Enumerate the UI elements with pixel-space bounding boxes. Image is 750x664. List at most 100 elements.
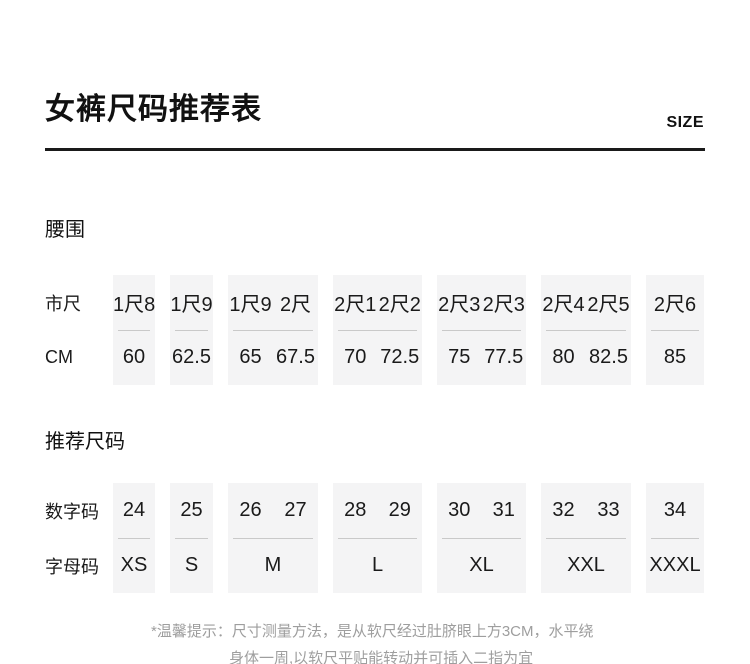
- waist-cm-value: 82.5: [589, 346, 628, 369]
- waist-shichi-row: 2尺4 2尺5: [541, 275, 631, 330]
- box-divider: [118, 329, 150, 331]
- size-col-1: 24 XS: [113, 483, 155, 593]
- waist-shichi-row: 1尺9: [170, 275, 213, 330]
- row-label-shichi: 市尺: [45, 293, 81, 314]
- box-divider: [546, 329, 626, 331]
- size-letter-row: XL: [437, 539, 526, 594]
- size-col-4: 28 29 L: [333, 483, 422, 593]
- waist-shichi-value: 1尺9: [229, 293, 272, 316]
- waist-shichi-row: 2尺3 2尺3: [437, 275, 526, 330]
- size-col-7: 34 XXXL: [646, 483, 704, 593]
- size-numeric-row: 24: [113, 483, 155, 538]
- box-divider: [651, 329, 699, 331]
- waist-shichi-value: 2尺: [279, 293, 312, 316]
- box-divider: [175, 329, 208, 331]
- waist-shichi-row: 2尺1 2尺2: [333, 275, 422, 330]
- size-label: SIZE: [666, 114, 704, 131]
- waist-shichi-value: 1尺9: [170, 293, 213, 316]
- waist-row-labels: 市尺 CM: [45, 275, 113, 385]
- waist-col-5: 2尺3 2尺3 75 77.5: [437, 275, 526, 385]
- recommend-section-label: 推荐尺码: [45, 431, 125, 453]
- waist-cm-row: 60: [113, 331, 155, 386]
- waist-cm-value: 72.5: [380, 346, 420, 369]
- recommend-row-labels: 数字码 字母码: [45, 483, 113, 593]
- waist-cm-value: 70: [344, 346, 367, 369]
- waist-shichi-value: 2尺6: [653, 293, 697, 316]
- waist-col-4: 2尺1 2尺2 70 72.5: [333, 275, 422, 385]
- box-divider: [175, 537, 208, 539]
- waist-cm-row: 85: [646, 331, 704, 386]
- box-divider: [233, 537, 313, 539]
- waist-cm-row: 70 72.5: [333, 331, 422, 386]
- size-numeric-value: 31: [492, 498, 515, 521]
- waist-col-7: 2尺6 85: [646, 275, 704, 385]
- waist-cm-value: 60: [122, 346, 146, 369]
- note-line-1: *温馨提示：尺寸测量方法，是从软尺经过肚脐眼上方3CM，水平绕: [151, 623, 594, 640]
- size-col-3: 26 27 M: [228, 483, 318, 593]
- size-letter-value: XS: [120, 554, 148, 577]
- waist-col-3: 1尺9 2尺 65 67.5: [228, 275, 318, 385]
- waist-cm-row: 80 82.5: [541, 331, 631, 386]
- size-col-2: 25 S: [170, 483, 213, 593]
- waist-section-label: 腰围: [45, 219, 85, 241]
- size-numeric-value: 27: [284, 498, 307, 521]
- size-numeric-value: 33: [597, 498, 620, 521]
- waist-cm-value: 65: [239, 346, 262, 369]
- box-divider: [442, 537, 521, 539]
- waist-cm-row: 65 67.5: [228, 331, 318, 386]
- waist-cm-value: 85: [663, 346, 687, 369]
- box-divider: [651, 537, 699, 539]
- waist-cm-value: 80: [552, 346, 575, 369]
- size-letter-value: M: [264, 554, 282, 577]
- size-letter-row: XXXL: [646, 539, 704, 594]
- size-numeric-value: 25: [180, 498, 203, 521]
- waist-shichi-row: 1尺8: [113, 275, 155, 330]
- size-numeric-row: 25: [170, 483, 213, 538]
- footer-note: *温馨提示：尺寸测量方法，是从软尺经过肚脐眼上方3CM，水平绕 身体一周,以软尺…: [151, 618, 594, 664]
- waist-cm-value: 67.5: [276, 346, 315, 369]
- row-label-numeric: 数字码: [45, 501, 99, 522]
- waist-shichi-row: 2尺6: [646, 275, 704, 330]
- size-numeric-value: 24: [122, 498, 146, 521]
- recommend-table: 数字码 字母码 24 XS 25 S 26 27 M 28 29: [45, 483, 704, 593]
- waist-shichi-value: 1尺8: [113, 293, 156, 316]
- size-numeric-value: 26: [239, 498, 262, 521]
- box-divider: [118, 537, 150, 539]
- waist-cm-value: 77.5: [484, 346, 524, 369]
- size-letter-row: L: [333, 539, 422, 594]
- size-numeric-value: 28: [344, 498, 367, 521]
- size-numeric-row: 26 27: [228, 483, 318, 538]
- size-numeric-row: 32 33: [541, 483, 631, 538]
- waist-cm-row: 75 77.5: [437, 331, 526, 386]
- size-numeric-value: 29: [388, 498, 411, 521]
- title-divider: [45, 148, 705, 151]
- waist-col-6: 2尺4 2尺5 80 82.5: [541, 275, 631, 385]
- size-col-5: 30 31 XL: [437, 483, 526, 593]
- row-label-cm: CM: [45, 347, 73, 367]
- waist-cm-value: 75: [448, 346, 471, 369]
- waist-shichi-value: 2尺1: [334, 293, 377, 316]
- waist-shichi-row: 1尺9 2尺: [228, 275, 318, 330]
- size-numeric-row: 34: [646, 483, 704, 538]
- size-letter-value: S: [184, 554, 199, 577]
- box-divider: [338, 537, 417, 539]
- size-letter-value: XXL: [567, 554, 605, 577]
- waist-shichi-value: 2尺4: [542, 293, 585, 316]
- waist-cm-row: 62.5: [170, 331, 213, 386]
- size-letter-row: M: [228, 539, 318, 594]
- size-letter-row: XS: [113, 539, 155, 594]
- box-divider: [442, 329, 521, 331]
- waist-col-2: 1尺9 62.5: [170, 275, 213, 385]
- size-numeric-row: 30 31: [437, 483, 526, 538]
- waist-col-1: 1尺8 60: [113, 275, 155, 385]
- box-divider: [546, 537, 626, 539]
- waist-table: 市尺 CM 1尺8 60 1尺9 62.5 1尺9 2尺 65 67.5: [45, 275, 704, 385]
- waist-cm-value: 62.5: [172, 346, 211, 369]
- row-label-letter: 字母码: [45, 556, 99, 577]
- size-numeric-row: 28 29: [333, 483, 422, 538]
- size-letter-row: XXL: [541, 539, 631, 594]
- size-numeric-value: 34: [663, 498, 687, 521]
- size-numeric-value: 32: [552, 498, 575, 521]
- size-letter-value: XXXL: [649, 554, 701, 577]
